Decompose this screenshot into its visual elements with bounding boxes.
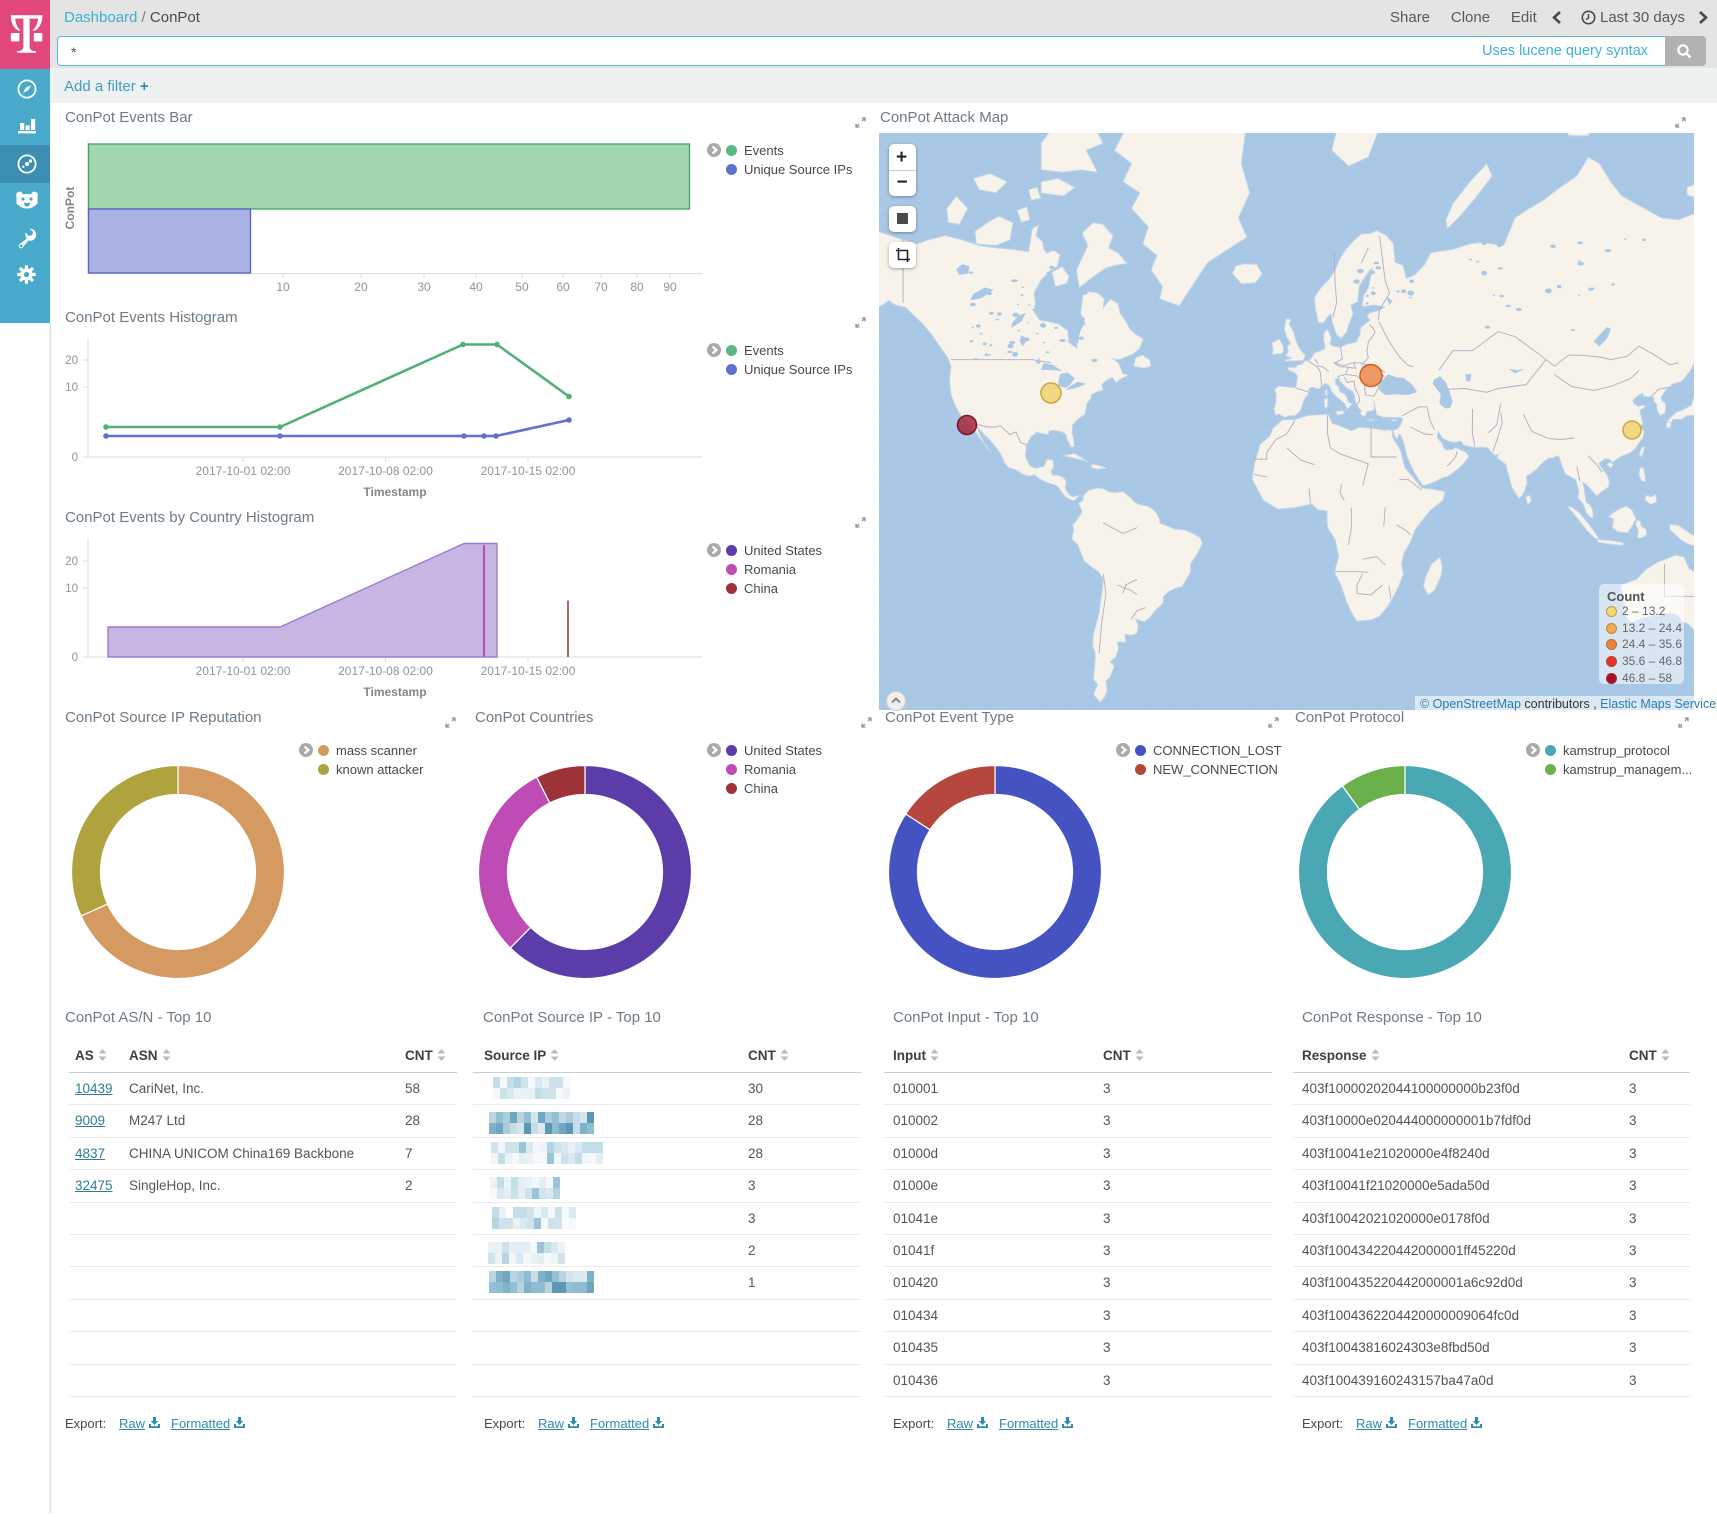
svg-text:10: 10 bbox=[276, 280, 290, 294]
svg-text:10: 10 bbox=[65, 583, 78, 595]
svg-text:50: 50 bbox=[515, 280, 529, 294]
svg-text:Timestamp: Timestamp bbox=[363, 485, 426, 499]
svg-text:10: 10 bbox=[65, 382, 78, 394]
svg-text:0: 0 bbox=[72, 652, 78, 664]
svg-text:2017-10-08 02:00: 2017-10-08 02:00 bbox=[338, 464, 433, 478]
svg-text:2017-10-01 02:00: 2017-10-01 02:00 bbox=[196, 464, 291, 478]
svg-text:70: 70 bbox=[594, 280, 608, 294]
svg-text:0: 0 bbox=[72, 452, 78, 464]
svg-text:80: 80 bbox=[630, 280, 644, 294]
svg-text:20: 20 bbox=[65, 556, 78, 568]
svg-text:20: 20 bbox=[65, 355, 78, 367]
svg-text:Timestamp: Timestamp bbox=[363, 685, 426, 699]
svg-text:60: 60 bbox=[556, 280, 570, 294]
svg-text:ConPot: ConPot bbox=[63, 187, 77, 230]
svg-text:90: 90 bbox=[663, 280, 677, 294]
svg-text:20: 20 bbox=[354, 280, 368, 294]
svg-text:2017-10-01 02:00: 2017-10-01 02:00 bbox=[196, 664, 291, 678]
svg-text:40: 40 bbox=[469, 280, 483, 294]
svg-text:30: 30 bbox=[417, 280, 431, 294]
svg-text:2017-10-08 02:00: 2017-10-08 02:00 bbox=[338, 664, 433, 678]
svg-text:2017-10-15 02:00: 2017-10-15 02:00 bbox=[481, 664, 576, 678]
svg-text:2017-10-15 02:00: 2017-10-15 02:00 bbox=[481, 464, 576, 478]
